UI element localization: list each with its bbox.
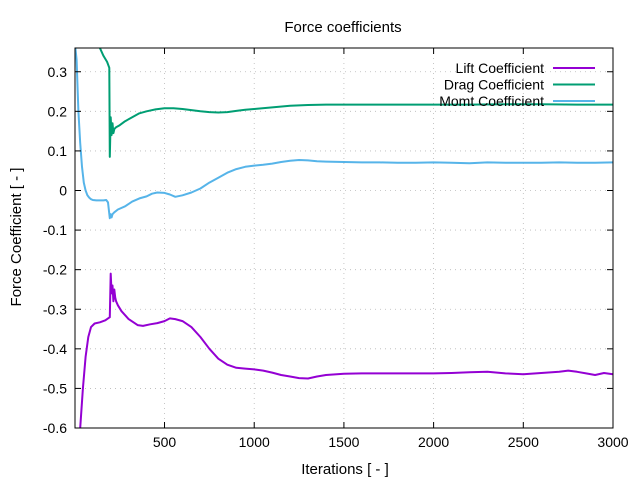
y-tick-label: -0.1 (43, 222, 67, 238)
chart-title: Force coefficients (284, 19, 401, 36)
grid-lines (75, 48, 613, 428)
legend-label-momt-coefficient: Momt Coefficient (439, 93, 544, 109)
y-tick-label: 0.3 (48, 64, 68, 80)
y-tick-label: 0.2 (48, 103, 68, 119)
y-tick-label: -0.5 (43, 380, 67, 396)
y-tick-label: 0.1 (48, 143, 68, 159)
x-tick-label: 1500 (328, 434, 359, 450)
y-axis-title: Force Coefficient [ - ] (8, 168, 25, 307)
momt-coefficient-line (75, 48, 613, 220)
y-tick-label: 0 (59, 183, 67, 199)
legend-label-lift-coefficient: Lift Coefficient (456, 60, 545, 76)
x-tick-label: 3000 (597, 434, 628, 450)
legend-label-drag-coefficient: Drag Coefficient (444, 77, 544, 93)
y-tick-label: -0.6 (43, 420, 67, 436)
y-tick-label: -0.4 (43, 341, 67, 357)
drag-coefficient-line (98, 48, 613, 158)
axis-ticks: 500 1000 1500 2000 2500 3000 -0.6 -0.5 -0.4 -0.3 -… (43, 48, 629, 450)
x-tick-label: 1000 (239, 434, 270, 450)
x-tick-label: 2000 (418, 434, 449, 450)
x-tick-label: 2500 (508, 434, 539, 450)
y-tick-label: -0.3 (43, 301, 67, 317)
x-axis-title: Iterations [ - ] (301, 461, 389, 478)
y-tick-label: -0.2 (43, 262, 67, 278)
x-tick-label: 500 (153, 434, 177, 450)
series-lines (75, 48, 613, 428)
lift-coefficient-line (79, 272, 613, 428)
